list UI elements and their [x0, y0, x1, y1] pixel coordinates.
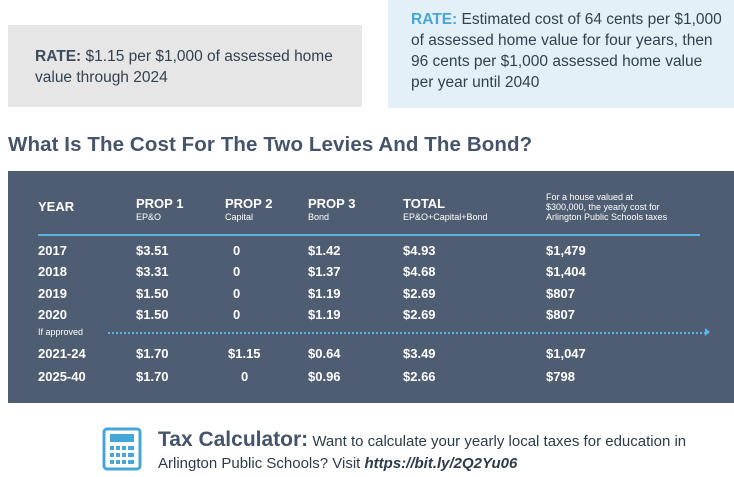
row-prop1: $1.50 [136, 286, 169, 301]
row-prop2: 0 [233, 243, 241, 258]
rate-box-levy: RATE: $1.15 per $1,000 of assessed home … [8, 25, 362, 107]
row-yearly: $807 [546, 286, 575, 301]
header-year: YEAR [38, 199, 75, 214]
row-prop1: $1.50 [136, 307, 169, 322]
header-total-sub: EP&O+Capital+Bond [403, 212, 488, 222]
row-yearly: $1,404 [546, 264, 586, 279]
row-prop1: $1.70 [136, 369, 169, 384]
header-prop3: PROP 3 [308, 196, 356, 211]
rate-text: $1.15 per $1,000 of assessed home value … [35, 48, 333, 86]
row-prop3: $1.19 [308, 286, 341, 301]
calculator-icon [102, 427, 142, 471]
row-prop1: $1.70 [136, 346, 169, 361]
row-prop1: $3.51 [136, 243, 169, 258]
row-yearly: $798 [546, 369, 575, 384]
row-yearly: $1,479 [546, 243, 586, 258]
header-house-note-line2: $300,000, the yearly cost for [546, 202, 660, 212]
row-prop3: $1.37 [308, 264, 341, 279]
rate-box-bond: RATE: Estimated cost of 64 cents per $1,… [388, 0, 734, 108]
row-prop3: $0.64 [308, 346, 341, 361]
row-total: $2.66 [403, 369, 436, 384]
row-prop3: $1.42 [308, 243, 341, 258]
tax-calculator-link[interactable]: https://bit.ly/2Q2Yu06 [364, 455, 518, 472]
arrow-right-icon [705, 328, 710, 336]
header-divider [38, 234, 700, 236]
row-prop2: 0 [233, 286, 241, 301]
dotted-divider [108, 332, 706, 334]
row-prop3: $0.96 [308, 369, 341, 384]
row-prop2: 0 [233, 264, 241, 279]
row-year: 2021-24 [38, 346, 86, 361]
row-total: $2.69 [403, 307, 436, 322]
tax-calculator-title: Tax Calculator: [158, 428, 309, 451]
row-prop2: $1.15 [228, 346, 261, 361]
cost-table: YEAR PROP 1 EP&O PROP 2 Capital PROP 3 B… [8, 171, 734, 403]
row-total: $4.93 [403, 243, 436, 258]
row-year: 2018 [38, 264, 67, 279]
header-prop2: PROP 2 [225, 196, 273, 211]
row-year: 2020 [38, 307, 67, 322]
row-year: 2019 [38, 286, 67, 301]
header-prop3-sub: Bond [308, 212, 330, 222]
rate-label: RATE: [411, 11, 458, 28]
rate-label: RATE: [35, 48, 82, 65]
header-prop2-sub: Capital [225, 212, 254, 222]
row-total: $3.49 [403, 346, 436, 361]
tax-calculator-note: Tax Calculator: Want to calculate your y… [158, 429, 734, 475]
row-total: $2.69 [403, 286, 436, 301]
row-prop3: $1.19 [308, 307, 341, 322]
row-prop2: 0 [233, 307, 241, 322]
header-total: TOTAL [403, 196, 446, 211]
header-prop1-sub: EP&O [136, 212, 162, 222]
row-yearly: $807 [546, 307, 575, 322]
row-year: 2017 [38, 243, 67, 258]
if-approved-label: If approved [38, 327, 84, 337]
header-prop1: PROP 1 [136, 196, 184, 211]
section-title: What Is The Cost For The Two Levies And … [8, 133, 533, 156]
tax-calculator-text: Want to calculate your yearly local taxe… [158, 433, 687, 472]
row-year: 2025-40 [38, 369, 86, 384]
header-house-note-line3: Arlington Public Schools taxes [546, 212, 668, 222]
row-prop1: $3.31 [136, 264, 169, 279]
row-total: $4.68 [403, 264, 436, 279]
row-yearly: $1,047 [546, 346, 586, 361]
rate-text: Estimated cost of 64 cents per $1,000 of… [411, 11, 722, 91]
header-house-note-line1: For a house valued at [546, 192, 634, 202]
row-prop2: 0 [241, 369, 249, 384]
